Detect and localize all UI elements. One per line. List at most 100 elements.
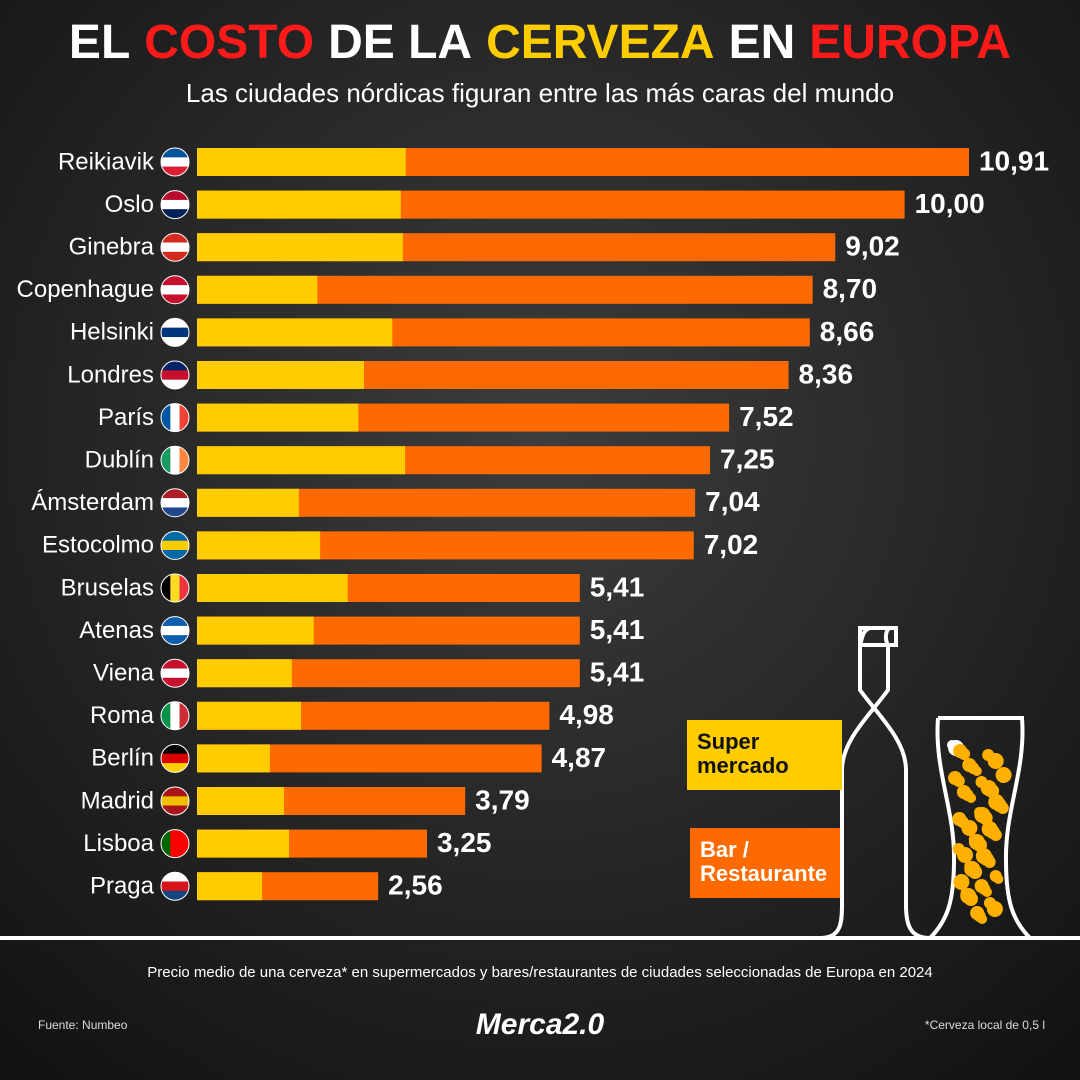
category-label: Helsinki bbox=[70, 319, 154, 346]
flag-outline bbox=[160, 871, 190, 901]
flag-stripe bbox=[161, 744, 189, 754]
logo: Merca2.0 bbox=[476, 1008, 605, 1041]
flag-stripe bbox=[161, 616, 189, 626]
value-label: 8,36 bbox=[799, 358, 854, 389]
flag-stripe bbox=[170, 403, 180, 432]
category-label: Berlín bbox=[91, 745, 154, 772]
category-label: Atenas bbox=[79, 617, 154, 644]
subtitle: Las ciudades nórdicas figuran entre las … bbox=[186, 78, 894, 108]
note: Precio medio de una cerveza* en supermer… bbox=[147, 964, 933, 981]
bubble bbox=[961, 820, 978, 836]
flag-outline bbox=[160, 403, 190, 433]
value-label: 9,02 bbox=[845, 231, 900, 262]
flag-outline bbox=[160, 701, 190, 731]
bubble bbox=[963, 892, 978, 906]
flag-stripe bbox=[161, 199, 189, 210]
flag-stripe bbox=[161, 209, 189, 219]
value-label: 5,41 bbox=[590, 657, 645, 688]
flag-stripe bbox=[161, 285, 189, 295]
value-label: 7,04 bbox=[705, 486, 760, 517]
value-label: 5,41 bbox=[590, 614, 645, 645]
value-label: 7,02 bbox=[704, 529, 759, 560]
flag-stripe bbox=[161, 318, 189, 328]
glass bbox=[928, 717, 957, 940]
glass bbox=[938, 716, 1080, 940]
flag-outline bbox=[160, 573, 190, 603]
flag-stripe bbox=[161, 540, 189, 551]
bar bbox=[197, 701, 302, 730]
value-label: 7,52 bbox=[739, 401, 794, 432]
category-label: Madrid bbox=[81, 787, 154, 814]
flag-stripe bbox=[161, 361, 189, 371]
flag-stripe bbox=[161, 890, 189, 901]
footnote: *Cerveza local de 0,5 l bbox=[925, 1018, 1045, 1032]
flag-stripe bbox=[161, 498, 189, 508]
bar bbox=[197, 275, 318, 304]
bubble bbox=[993, 874, 1004, 884]
category-label: Oslo bbox=[105, 191, 154, 218]
category-label: Londres bbox=[67, 361, 154, 388]
category-label: París bbox=[98, 404, 154, 431]
value-label: 4,98 bbox=[559, 699, 614, 730]
category-label: Bruselas bbox=[61, 574, 154, 601]
flag-outline bbox=[160, 147, 190, 177]
flag-stripe bbox=[161, 251, 189, 262]
flag-stripe bbox=[161, 166, 189, 176]
value-label: 10,91 bbox=[979, 145, 1049, 176]
flag-outline bbox=[160, 616, 190, 646]
flag-stripe bbox=[161, 242, 189, 252]
title-part: EUROPA bbox=[809, 16, 1011, 69]
flag-stripe bbox=[161, 327, 189, 338]
title-part: EL bbox=[69, 16, 130, 69]
flag-stripe bbox=[161, 403, 171, 432]
value-label: 10,00 bbox=[915, 188, 985, 219]
flag-stripe bbox=[161, 157, 189, 167]
value-label: 5,41 bbox=[590, 571, 645, 602]
flag-stripe bbox=[161, 370, 189, 380]
category-label: Ginebra bbox=[69, 234, 155, 261]
bar bbox=[197, 531, 321, 560]
flag-stripe bbox=[161, 753, 189, 764]
flag-stripe bbox=[161, 550, 189, 560]
source: Fuente: Numbeo bbox=[38, 1018, 128, 1032]
flag-stripe bbox=[161, 275, 189, 286]
bubble bbox=[978, 811, 993, 825]
bubble bbox=[966, 793, 977, 803]
flag-outline bbox=[160, 190, 190, 220]
flag-outline bbox=[160, 658, 190, 688]
flag-stripe bbox=[179, 574, 189, 602]
bar bbox=[197, 829, 289, 858]
flag-stripe bbox=[161, 677, 189, 688]
bar bbox=[197, 574, 348, 602]
flag-stripe bbox=[161, 337, 189, 347]
bubble bbox=[987, 753, 1004, 769]
bottle-cap bbox=[858, 626, 898, 647]
flag-stripe bbox=[170, 574, 180, 602]
bar bbox=[197, 616, 314, 645]
bar bbox=[197, 361, 364, 389]
bubble bbox=[986, 901, 1003, 917]
flag-stripe bbox=[161, 531, 189, 541]
flag-stripe bbox=[179, 701, 189, 730]
flag-stripe bbox=[161, 659, 189, 669]
bottle-base bbox=[904, 904, 931, 940]
bubble bbox=[977, 914, 988, 924]
flag-stripe bbox=[161, 796, 189, 806]
flag-outline bbox=[160, 232, 190, 262]
legend-item: Super mercado bbox=[687, 720, 842, 790]
bar bbox=[197, 446, 406, 475]
category-label: Lisboa bbox=[83, 830, 154, 857]
flag-stripe bbox=[161, 233, 189, 243]
category-label: Viena bbox=[93, 660, 155, 687]
value-label: 2,56 bbox=[388, 870, 443, 901]
bar bbox=[197, 233, 403, 262]
bar bbox=[197, 872, 263, 901]
flag-stripe bbox=[170, 701, 180, 730]
category-label: Dublín bbox=[85, 447, 154, 474]
flag-outline bbox=[160, 488, 190, 518]
flag-outline bbox=[160, 829, 190, 859]
category-label: Copenhague bbox=[17, 276, 154, 303]
legend-item: Bar / Restaurante bbox=[690, 828, 840, 898]
flag-stripe bbox=[179, 446, 189, 475]
bubble bbox=[995, 767, 1012, 783]
